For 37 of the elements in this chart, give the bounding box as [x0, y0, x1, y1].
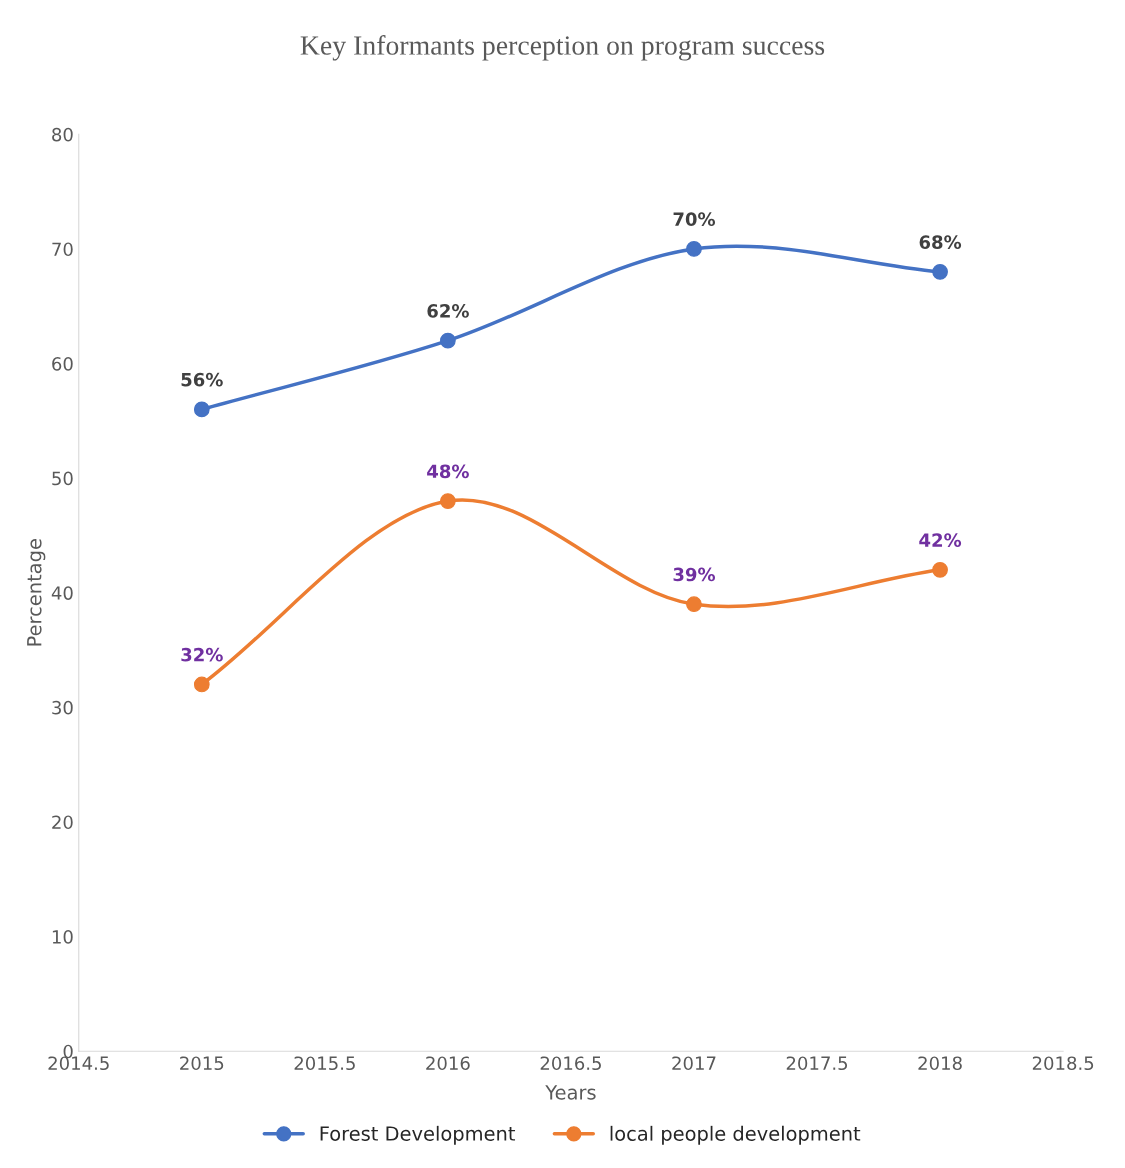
point [932, 561, 948, 578]
x-tick-label: 2015.5 [294, 1056, 355, 1071]
legend-label: local people development [610, 1125, 861, 1145]
x-tick-label: 2017 [672, 1056, 716, 1071]
data-label: 70% [673, 212, 716, 226]
point [440, 493, 456, 509]
point [686, 596, 702, 613]
chart-title: Key Informants perception on program success [300, 35, 825, 61]
x-tick-label: 2018.5 [1032, 1056, 1094, 1071]
y-tick-label: 30 [52, 700, 73, 715]
y-tick-label: 80 [52, 127, 73, 142]
y-tick-label: 10 [52, 930, 73, 944]
y-tick-label: 20 [52, 815, 73, 830]
data-label: 62% [427, 304, 469, 318]
x-tick-label: 2017.5 [786, 1056, 848, 1071]
y-tick-label: 40 [51, 586, 73, 600]
point [193, 676, 210, 693]
data-label: 48% [427, 464, 469, 479]
y-tick-label: 60 [52, 357, 73, 371]
y-tick-label: 50 [52, 471, 73, 486]
point [193, 401, 210, 418]
point [440, 332, 456, 349]
x-tick-label: 2018 [918, 1056, 962, 1071]
legend-label: Forest Development [320, 1125, 516, 1145]
y-axis-title: Percentage [27, 539, 46, 646]
point [932, 263, 948, 280]
x-tick-label: 2015 [180, 1056, 224, 1071]
data-label: 32% [181, 647, 223, 662]
point [686, 241, 702, 257]
data-label: 42% [919, 533, 962, 547]
data-label: 68% [919, 235, 962, 249]
x-axis-title: Years [545, 1085, 596, 1100]
x-tick-label: 2016.5 [540, 1056, 601, 1071]
data-label: 56% [181, 372, 223, 387]
x-tick-label: 2016 [426, 1056, 470, 1071]
data-label: 39% [673, 567, 716, 582]
y-tick-label: 70 [52, 242, 73, 257]
